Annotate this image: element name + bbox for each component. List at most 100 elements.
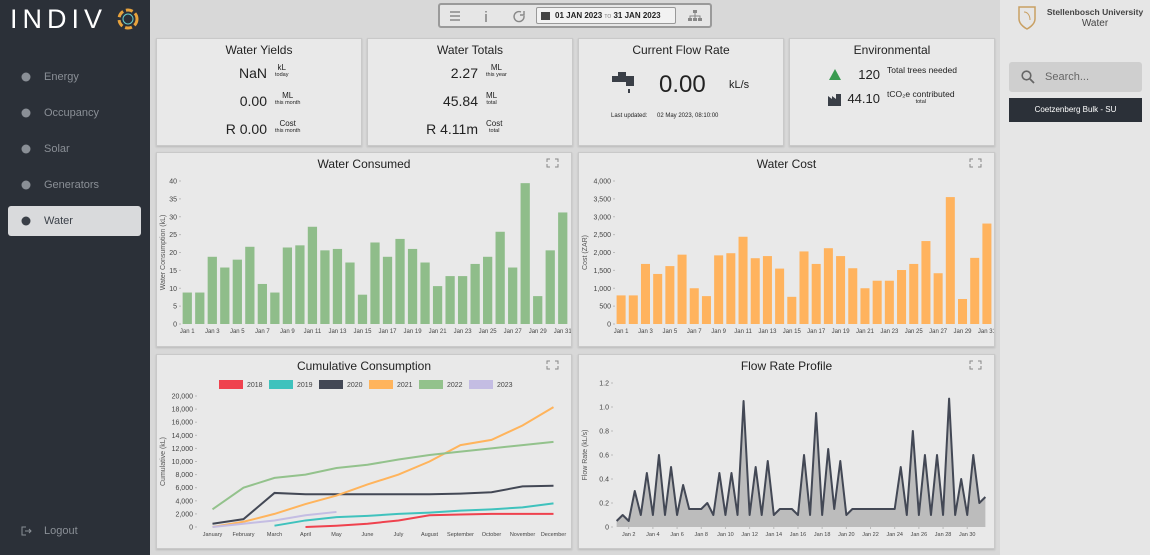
chart: Cumulative (kL) 0 2,000 4,000 6,000 8,000 10,0…: [160, 360, 567, 538]
bar: [282, 247, 293, 324]
date-to-label: TO: [604, 14, 612, 20]
x-tick-label: Jan 7: [687, 329, 702, 335]
chart-title: Flow Rate Profile: [740, 359, 833, 373]
flow-value: 0.00: [659, 71, 706, 98]
nav-label: Energy: [44, 71, 79, 83]
series-line: [615, 397, 987, 522]
university-logo: [1018, 6, 1036, 30]
chart: Cost (ZAR) 0 500 1,000 1,500 2,000 2,500 3,000 3…: [582, 158, 994, 335]
fullscreen-icon[interactable]: [546, 158, 559, 168]
bar: [520, 183, 530, 324]
fullscreen-icon[interactable]: [546, 360, 559, 370]
bar: [295, 245, 305, 324]
y-tick-label: 3,000: [593, 214, 611, 221]
x-tick-label: Jan 29: [954, 329, 973, 335]
kpi-title: Environmental: [853, 43, 931, 57]
x-tick-label: Jan 3: [205, 329, 220, 335]
logo-icon: [117, 8, 139, 30]
chart-title: Water Consumed: [317, 157, 411, 171]
bar: [689, 288, 699, 324]
section: Water: [1081, 18, 1109, 29]
refresh-icon[interactable]: [513, 10, 525, 23]
x-tick-label: Jan 5: [230, 329, 245, 335]
legend-swatch: [319, 380, 343, 389]
icon-shape: [829, 69, 841, 80]
bar: [332, 248, 343, 324]
legend-label: 2022: [447, 382, 463, 389]
nav-icon: [21, 216, 31, 226]
fullscreen-icon[interactable]: [969, 158, 982, 168]
kpi-value: 120: [858, 67, 880, 82]
bar: [811, 263, 821, 324]
x-tick-label: Jan 31: [978, 329, 994, 335]
bar: [848, 268, 858, 324]
toolbar: 01 JAN 2023 TO 31 JAN 2023: [438, 3, 712, 28]
icon-shape: [21, 108, 31, 118]
logo[interactable]: INDIV: [10, 4, 108, 34]
series-line: [212, 484, 554, 525]
x-tick-label: Jan 14: [766, 532, 783, 538]
y-tick-label: 0: [189, 525, 193, 532]
bar: [307, 226, 318, 324]
legend-label: 2021: [397, 382, 413, 389]
bar: [872, 280, 882, 324]
nav-item[interactable]: Occupancy: [8, 98, 141, 128]
date-range[interactable]: 01 JAN 2023 TO 31 JAN 2023: [536, 7, 676, 24]
x-tick-label: Jan 7: [255, 329, 270, 335]
kpi-unit: kL today: [275, 63, 288, 78]
icon-shape: [612, 72, 634, 93]
nav-item[interactable]: Solar: [8, 134, 141, 164]
nav-item[interactable]: Generators: [8, 170, 141, 200]
legend-swatch: [419, 380, 443, 389]
legend-swatch: [369, 380, 393, 389]
icon-shape: [21, 144, 31, 154]
x-tick-label: Jan 25: [479, 329, 498, 335]
nav-label: Water: [44, 215, 73, 227]
x-tick-label: March: [267, 532, 282, 538]
bar: [640, 263, 650, 324]
nav-item[interactable]: Water: [8, 206, 141, 236]
icon-shape: [828, 94, 841, 106]
fullscreen-icon[interactable]: [969, 360, 982, 370]
bar: [738, 236, 748, 324]
x-tick-label: Jan 26: [911, 532, 928, 538]
x-tick-label: December: [541, 532, 567, 538]
kpi-value: 0.00: [239, 93, 267, 109]
x-tick-label: January: [203, 532, 223, 538]
y-tick-label: 20: [169, 250, 177, 257]
bar: [195, 292, 205, 324]
x-tick-label: Jan 22: [862, 532, 879, 538]
y-tick-label: 4,000: [175, 498, 193, 505]
y-axis-title: Cost (ZAR): [582, 235, 589, 270]
legend-swatch: [469, 380, 493, 389]
x-tick-label: July: [394, 532, 404, 538]
site-button[interactable]: Coetzenberg Bulk - SU: [1009, 98, 1142, 122]
kpi-value: R 4.11m: [426, 121, 478, 137]
menu-icon[interactable]: [450, 11, 460, 21]
y-tick-label: 10: [169, 286, 177, 293]
nav-icon: [21, 72, 31, 82]
logout[interactable]: Logout: [8, 516, 141, 546]
kpi-unit-text: ML: [282, 91, 294, 100]
x-tick-label: October: [482, 532, 502, 538]
kpi-unit: Cost total: [486, 119, 502, 134]
hierarchy-icon[interactable]: [688, 10, 702, 22]
right-panel: Stellenbosch University Water Search... …: [1000, 0, 1150, 555]
y-tick-label: 18,000: [172, 407, 194, 414]
kpi-value: R 0.00: [225, 121, 267, 137]
nav-icon: [21, 180, 31, 190]
y-tick-label: 2,000: [593, 250, 611, 257]
search-box[interactable]: Search...: [1009, 62, 1142, 92]
x-tick-label: Jan 23: [454, 329, 473, 335]
legend-label: 2023: [497, 382, 513, 389]
chart-card: Cumulative Consumption Cumulative (kL) 0 2,…: [156, 354, 572, 549]
chart-card: Water Cost Cost (ZAR) 0 500 1,000 1,500 2,000 2…: [578, 152, 995, 347]
date-to: 31 JAN 2023: [613, 11, 661, 20]
toolbar-icons: [450, 10, 525, 23]
icon-shape: [21, 216, 31, 226]
nav-item[interactable]: Energy: [8, 62, 141, 92]
bar: [787, 296, 797, 324]
x-tick-label: April: [300, 532, 311, 538]
x-tick-label: Jan 21: [429, 329, 448, 335]
